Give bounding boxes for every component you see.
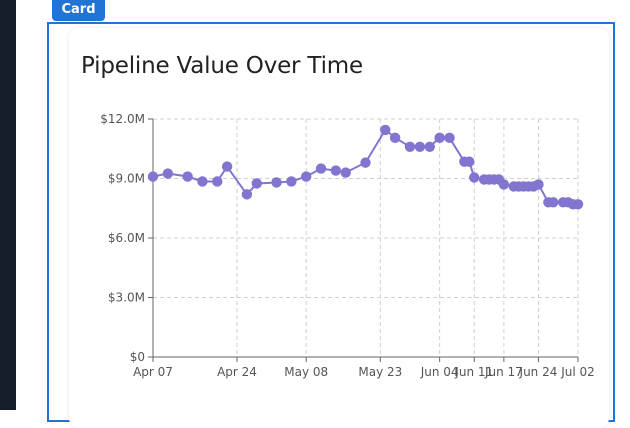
x-tick-label: Apr 24 (217, 365, 257, 379)
data-point (434, 132, 445, 144)
x-tick-label: Jun 04 (420, 365, 459, 379)
data-point (147, 171, 159, 182)
data-point (389, 132, 401, 144)
data-point (162, 168, 174, 179)
data-point (572, 199, 584, 210)
data-point (464, 156, 475, 167)
data-point (340, 167, 351, 178)
data-point (197, 176, 208, 187)
data-point (251, 178, 262, 189)
data-point (271, 177, 282, 188)
x-tick-label: May 08 (284, 365, 328, 379)
y-tick-label: $3.0M (108, 291, 145, 305)
data-point (548, 197, 559, 208)
x-tick-label: May 23 (358, 365, 402, 379)
y-tick-label: $6.0M (108, 231, 145, 245)
x-tick-label: Apr 07 (133, 365, 173, 379)
x-tick-label: Jun 17 (484, 365, 523, 379)
data-point (533, 179, 544, 190)
data-point (315, 163, 327, 174)
chart-title: Pipeline Value Over Time (81, 53, 363, 79)
data-point (380, 124, 391, 136)
data-point (404, 141, 416, 152)
x-tick-label: Jun 11 (454, 365, 493, 379)
data-point (182, 171, 193, 182)
pipeline-line-chart: $0 $3.0M $6.0M $9.0M $12.0M Apr 07 Apr 24 May 0… (100, 112, 595, 379)
data-point (498, 179, 510, 190)
data-point (360, 157, 371, 168)
data-point (212, 176, 223, 187)
data-point (300, 171, 312, 182)
data-point (444, 132, 455, 144)
x-tick-label: Jul 02 (560, 365, 595, 379)
data-point (424, 141, 435, 152)
data-point (414, 141, 426, 152)
y-tick-label: $12.0M (100, 112, 145, 126)
data-point (330, 165, 342, 176)
chart-card (69, 28, 609, 428)
card-tab[interactable]: Card (52, 0, 105, 21)
data-point (241, 189, 253, 200)
y-tick-label: $9.0M (108, 172, 145, 186)
data-point (286, 176, 297, 187)
data-point (469, 172, 480, 183)
y-tick-label: $0 (130, 350, 145, 364)
data-point (221, 161, 233, 172)
x-tick-label: Jun 24 (519, 365, 558, 379)
left-rail (0, 0, 16, 410)
